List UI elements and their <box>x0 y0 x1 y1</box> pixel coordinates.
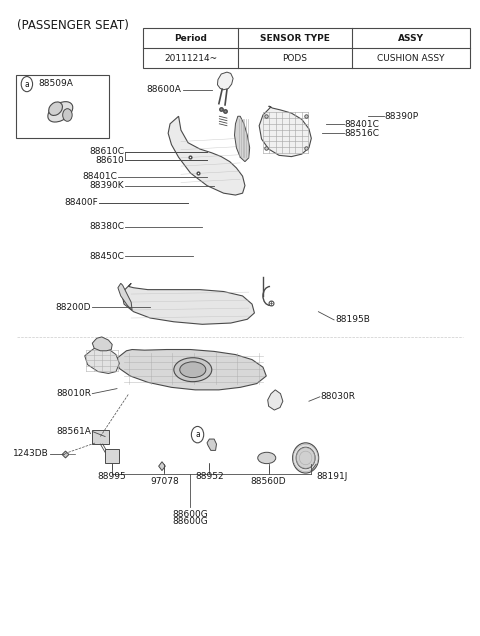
Polygon shape <box>85 346 120 373</box>
Text: 88600A: 88600A <box>146 85 181 94</box>
Text: 88200D: 88200D <box>55 303 91 312</box>
Text: 88390K: 88390K <box>89 181 124 190</box>
Text: 88401C: 88401C <box>345 120 379 129</box>
Text: 88401C: 88401C <box>82 172 117 181</box>
Polygon shape <box>235 116 250 162</box>
Ellipse shape <box>258 452 276 464</box>
Text: ASSY: ASSY <box>398 34 424 43</box>
Polygon shape <box>159 462 165 471</box>
Circle shape <box>21 76 33 92</box>
Bar <box>16 75 109 138</box>
Circle shape <box>192 426 204 443</box>
Bar <box>143 28 470 68</box>
Circle shape <box>63 109 72 121</box>
Text: 88610C: 88610C <box>89 147 124 156</box>
Polygon shape <box>168 116 245 195</box>
Text: 88390P: 88390P <box>385 112 419 121</box>
Text: 88561A: 88561A <box>56 427 91 436</box>
Polygon shape <box>217 72 233 90</box>
Ellipse shape <box>48 102 62 116</box>
Bar <box>92 430 109 444</box>
Text: a: a <box>195 430 200 439</box>
Text: PODS: PODS <box>282 54 307 63</box>
Polygon shape <box>259 106 312 156</box>
Text: 88509A: 88509A <box>38 79 73 88</box>
Text: 88450C: 88450C <box>89 252 124 261</box>
Text: 88010R: 88010R <box>56 389 91 398</box>
Text: 88191J: 88191J <box>316 473 348 481</box>
Text: 1243DB: 1243DB <box>12 449 48 458</box>
Text: 88195B: 88195B <box>335 315 370 324</box>
Text: 88952: 88952 <box>195 473 224 481</box>
Text: CUSHION ASSY: CUSHION ASSY <box>377 54 444 63</box>
Ellipse shape <box>48 102 73 122</box>
Text: 20111214~: 20111214~ <box>164 54 217 63</box>
Polygon shape <box>116 350 266 390</box>
Polygon shape <box>268 390 283 410</box>
Text: (PASSENGER SEAT): (PASSENGER SEAT) <box>17 18 129 32</box>
Text: Period: Period <box>174 34 207 43</box>
Text: 88995: 88995 <box>98 473 127 481</box>
Ellipse shape <box>180 362 206 378</box>
Ellipse shape <box>174 357 212 382</box>
Text: a: a <box>24 80 29 88</box>
Text: 88380C: 88380C <box>89 222 124 231</box>
Polygon shape <box>122 283 254 324</box>
Text: 88400F: 88400F <box>64 198 98 207</box>
Text: 88516C: 88516C <box>345 128 380 138</box>
Text: 88600G: 88600G <box>172 509 208 518</box>
Text: 88030R: 88030R <box>321 392 356 401</box>
Text: 88600G: 88600G <box>172 516 208 525</box>
Polygon shape <box>207 439 216 450</box>
Text: SENSOR TYPE: SENSOR TYPE <box>260 34 330 43</box>
Text: 88560D: 88560D <box>251 478 287 487</box>
Ellipse shape <box>293 443 319 473</box>
Ellipse shape <box>296 447 315 469</box>
Text: 88610: 88610 <box>96 156 124 165</box>
Polygon shape <box>92 337 112 351</box>
Bar <box>105 449 120 463</box>
Polygon shape <box>118 283 132 310</box>
Text: 97078: 97078 <box>150 478 179 487</box>
